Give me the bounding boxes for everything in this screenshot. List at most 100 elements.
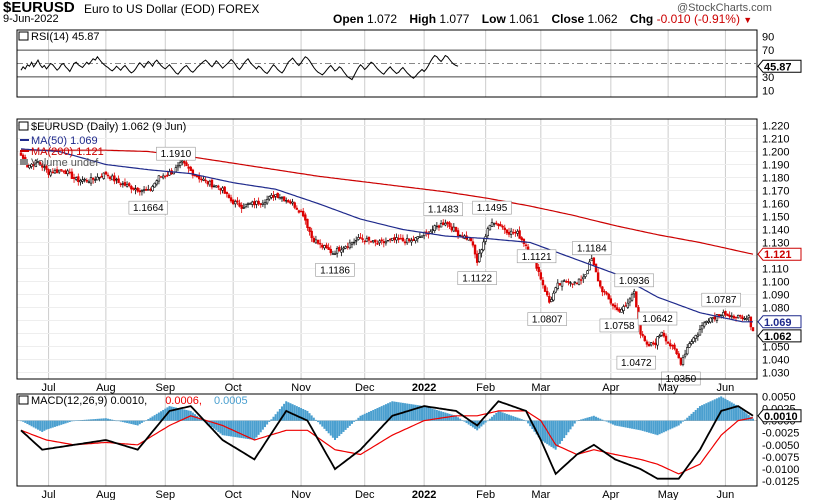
- macd-histogram-bar: [310, 415, 313, 421]
- price-candle-body: [325, 244, 328, 249]
- macd-histogram-bar: [516, 417, 519, 421]
- price-candle-body: [739, 314, 742, 317]
- macd-histogram-bar: [160, 411, 163, 421]
- macd-histogram-bar: [244, 420, 247, 439]
- macd-histogram-bar: [713, 399, 716, 421]
- macd-histogram-bar: [622, 420, 625, 428]
- macd-histogram-bar: [30, 420, 33, 427]
- macd-histogram-bar: [749, 416, 752, 421]
- macd-histogram-bar: [100, 418, 103, 421]
- macd-x-tick-label: Aug: [96, 489, 116, 500]
- price-candle-body: [91, 177, 95, 180]
- price-candle-body: [516, 231, 519, 234]
- macd-histogram-bar: [85, 419, 88, 421]
- price-x-tick-label: 2022: [412, 382, 436, 394]
- macd-line: [20, 400, 754, 480]
- price-candle-body: [654, 342, 657, 346]
- macd-histogram-bar: [635, 420, 638, 430]
- price-candle-body: [299, 210, 303, 213]
- macd-histogram-bar: [83, 419, 86, 421]
- macd-histogram-bar: [626, 420, 629, 428]
- macd-histogram-bar: [242, 420, 245, 439]
- macd-histogram-bar: [641, 420, 644, 431]
- macd-histogram-bar: [747, 415, 750, 421]
- price-candle-body: [652, 342, 655, 345]
- macd-histogram-bar: [363, 413, 366, 421]
- price-tick-label: 1.160: [762, 199, 790, 211]
- macd-histogram-bar: [132, 420, 135, 425]
- macd-histogram-bar: [295, 406, 298, 421]
- price-candle-body: [259, 203, 262, 205]
- price-candle-body: [293, 202, 296, 208]
- macd-histogram-bar: [155, 413, 158, 421]
- macd-histogram-bar: [41, 420, 44, 432]
- price-candle-body: [181, 160, 184, 163]
- price-candle-body: [420, 235, 424, 238]
- price-candle-body: [747, 315, 750, 318]
- macd-histogram-bar: [357, 417, 360, 421]
- macd-histogram-bar: [147, 419, 150, 421]
- macd-histogram-bar: [544, 420, 547, 443]
- price-candle-body: [276, 192, 279, 199]
- price-candle-body: [520, 237, 523, 241]
- price-candle-body: [734, 316, 738, 319]
- macd-histogram-bar: [440, 411, 443, 421]
- price-candle-body: [437, 225, 441, 228]
- macd-histogram-bar: [715, 398, 718, 421]
- macd-x-tick-label: Jul: [42, 489, 56, 500]
- price-annotation-box: [614, 273, 654, 288]
- price-candle-body: [677, 353, 680, 359]
- price-candle-body: [34, 160, 38, 168]
- macd-histogram-bar: [726, 400, 729, 421]
- macd-histogram-bar: [264, 420, 266, 428]
- price-candle-body: [36, 161, 40, 163]
- macd-histogram-bar: [639, 420, 642, 431]
- price-candle-body: [705, 321, 708, 323]
- price-candle-body: [261, 202, 265, 205]
- macd-histogram-bar: [529, 420, 532, 427]
- price-candle-body: [669, 343, 672, 347]
- macd-histogram-bar: [317, 420, 320, 423]
- price-candle-body: [588, 261, 591, 271]
- price-candle-body: [45, 165, 48, 170]
- macd-histogram-bar: [514, 416, 517, 421]
- price-candle-body: [686, 347, 689, 355]
- price-candle-body: [444, 222, 447, 226]
- watermark: @StockCharts.com: [677, 2, 772, 14]
- price-candle-body: [159, 176, 163, 178]
- price-candle-body: [439, 223, 443, 228]
- price-annotation-box: [572, 241, 612, 255]
- macd-histogram-bar: [87, 419, 90, 421]
- macd-histogram-bar: [350, 420, 353, 424]
- price-candle-body: [401, 237, 405, 242]
- macd-histogram-bar: [645, 420, 648, 433]
- price-candle-body: [698, 329, 702, 336]
- macd-histogram-bar: [32, 420, 35, 428]
- macd-histogram-bar: [355, 419, 358, 421]
- price-candle-body: [715, 314, 719, 321]
- macd-histogram-bar: [546, 420, 549, 445]
- price-candle-body: [189, 166, 192, 172]
- price-candle-body: [632, 290, 636, 295]
- price-candle-body: [683, 353, 687, 357]
- price-candle-body: [111, 175, 114, 181]
- price-candle-body: [662, 332, 666, 337]
- macd-histogram-bar: [153, 415, 156, 421]
- price-candle-body: [456, 230, 460, 237]
- macd-histogram-bar: [149, 417, 152, 421]
- price-annotation-box: [637, 311, 678, 326]
- price-candle-body: [85, 179, 88, 182]
- macd-histogram-bar: [677, 420, 680, 426]
- price-candle-body: [393, 237, 396, 240]
- macd-histogram-bar: [179, 408, 182, 421]
- macd-x-tick-label: Sep: [155, 489, 175, 500]
- price-candle-body: [386, 240, 390, 242]
- macd-legend-swatch: [18, 395, 29, 405]
- macd-histogram-bar: [115, 420, 118, 422]
- price-candle-body: [121, 183, 125, 185]
- macd-histogram-bar: [467, 420, 470, 425]
- price-candle-body: [505, 229, 509, 234]
- price-candle-body: [539, 272, 543, 280]
- price-candle-body: [306, 218, 309, 228]
- macd-histogram-bar: [469, 420, 472, 426]
